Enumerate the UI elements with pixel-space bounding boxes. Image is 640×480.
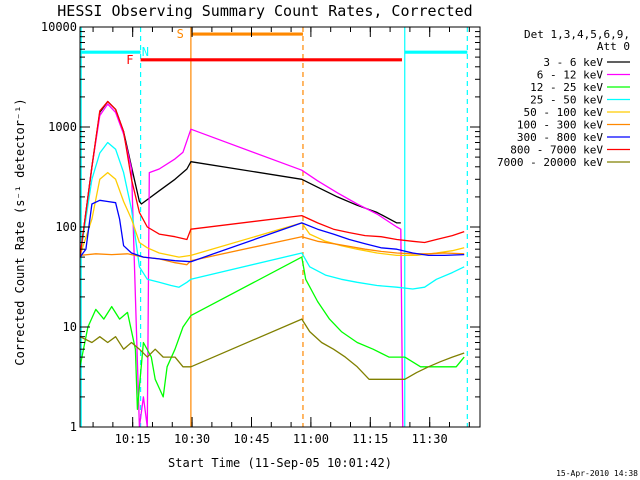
annotation-layer-front: N S F — [80, 27, 467, 67]
legend-label-6: 300 - 800 keV — [517, 131, 603, 144]
state-flag-f: F — [126, 53, 133, 67]
legend-label-0: 3 - 6 keV — [543, 56, 603, 69]
y-tick-label: 100 — [55, 220, 77, 234]
legend-label-1: 6 - 12 keV — [537, 69, 604, 82]
series-line-4 — [80, 173, 464, 258]
legend-label-4: 50 - 100 keV — [524, 106, 604, 119]
legend-label-2: 12 - 25 keV — [530, 81, 603, 94]
x-tick-label: 10:30 — [174, 432, 210, 446]
legend-label-7: 800 - 7000 keV — [510, 144, 603, 157]
date-stamp: 15-Apr-2010 14:38 — [556, 469, 638, 478]
series-layer — [80, 102, 464, 428]
series-line-1 — [80, 104, 403, 427]
x-axis-label: Start Time (11-Sep-05 10:01:42) — [168, 456, 392, 470]
x-tick-label: 11:30 — [412, 432, 448, 446]
legend-label-3: 25 - 50 keV — [530, 94, 603, 107]
state-flag-s: S — [177, 27, 184, 41]
y-tick-label: 10 — [63, 320, 77, 334]
y-tick-label: 10000 — [41, 20, 77, 34]
axes-layer: 1 10 100 1000 10000 10:15 10:30 10:45 11:00 11:15… — [41, 20, 480, 446]
legend-label-8: 7000 - 20000 keV — [497, 156, 603, 169]
legend-label-5: 100 - 300 keV — [517, 119, 603, 132]
annotation-layer-back — [81, 27, 467, 427]
chart-title: HESSI Observing Summary Count Rates, Cor… — [57, 2, 472, 20]
chart-canvas: NSF 11010010001000010:15 10:30 10:45 11:00 1… — [0, 0, 640, 480]
x-tick-label: 10:45 — [233, 432, 269, 446]
x-tick-label: 11:00 — [293, 432, 329, 446]
x-tick-label: 10:15 — [115, 432, 151, 446]
state-flag-n: N — [142, 45, 149, 59]
x-tick-label: 11:15 — [352, 432, 388, 446]
legend-header-attenuator: Att 0 — [597, 40, 630, 53]
y-tick-label: 1000 — [48, 120, 77, 134]
y-axis-label: Corrected Count Rate (s⁻¹ detector⁻¹) — [13, 98, 27, 365]
series-line-3 — [80, 143, 464, 290]
y-tick-label: 1 — [70, 420, 77, 434]
